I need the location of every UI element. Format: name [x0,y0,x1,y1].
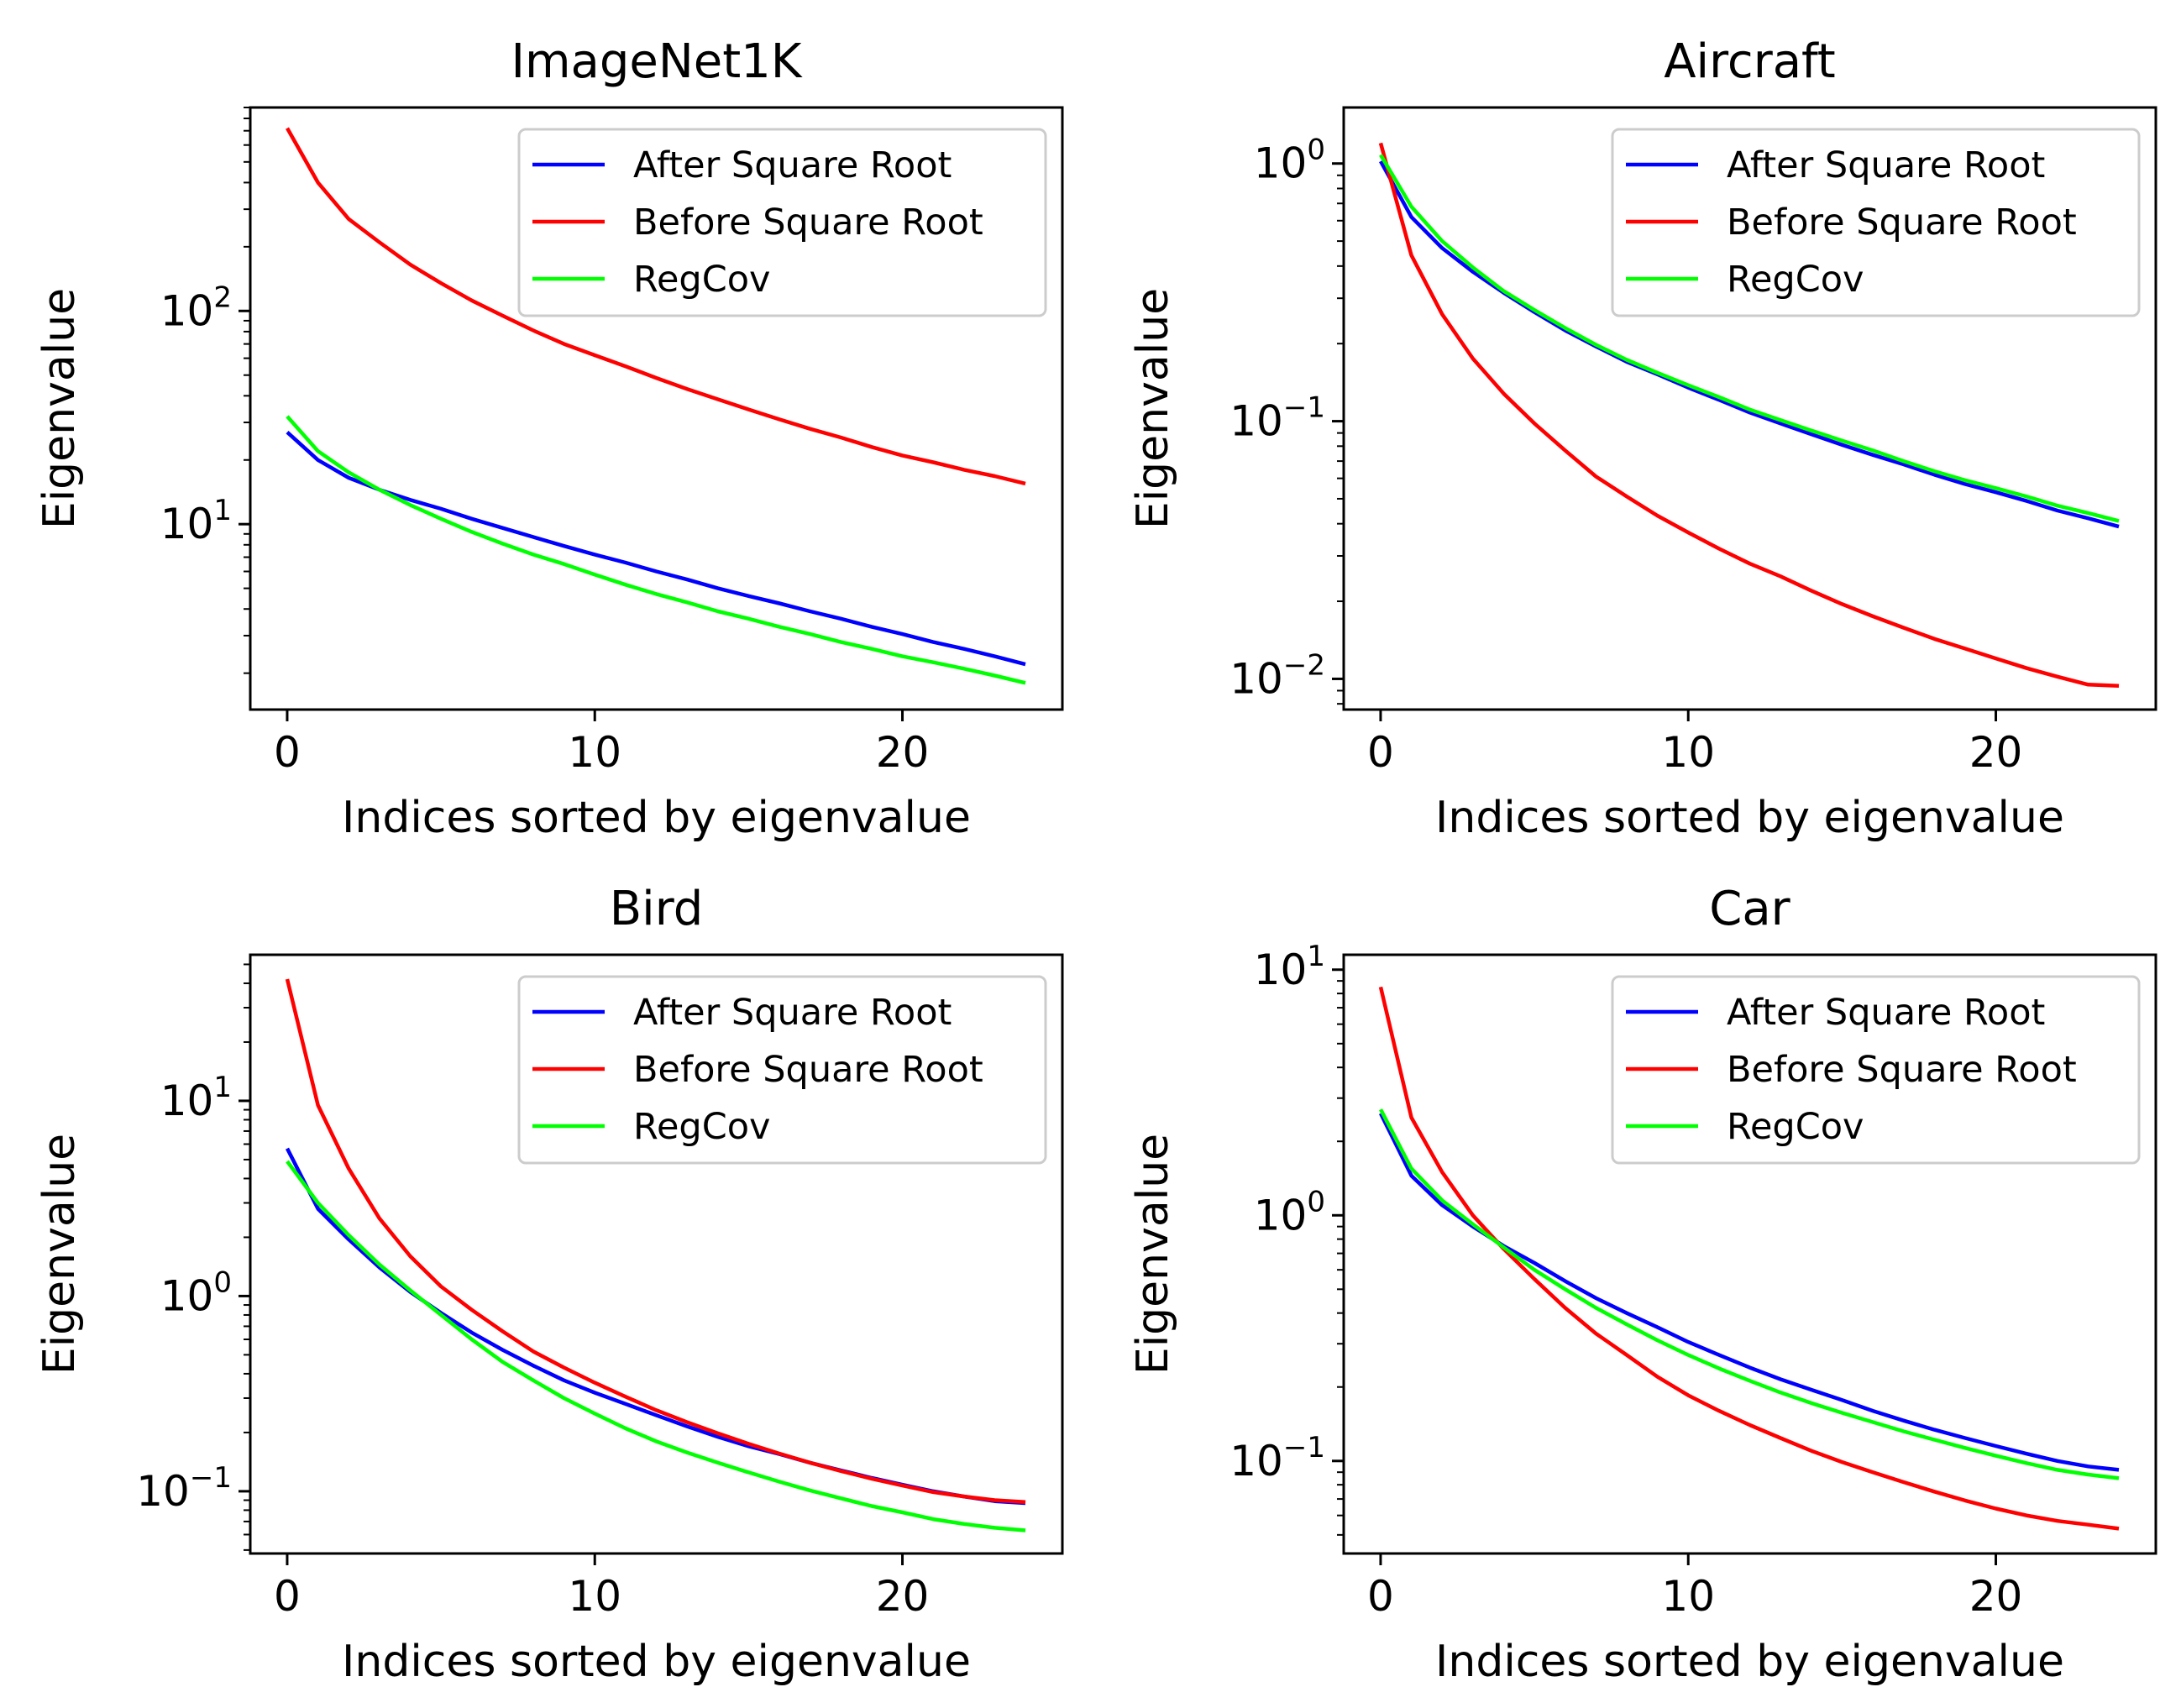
legend: After Square Root Before Square Root RegCo… [1611,128,2141,317]
y-tick-label: 100 [1254,134,1325,188]
series-line-before-square-root [1378,142,2120,688]
y-tick-label: 10−1 [1229,1431,1325,1485]
axes-frame [249,953,1064,1555]
y-tick-label: 101 [160,494,232,548]
y-axis-label: Eigenvalue [34,288,85,529]
series-line-after-square-root [285,1147,1026,1506]
legend-label-after-square-root: After Square Root [1727,992,2045,1034]
chart-title: ImageNet1K [511,34,802,89]
y-tick-label: 100 [160,1265,232,1320]
x-tick-label: 10 [568,728,621,777]
chart-title: Bird [610,882,704,936]
x-axis-label: Indices sorted by eigenvalue [1435,1637,2064,1687]
legend-label-before-square-root: Before Square Root [633,1049,983,1091]
chart-panel-car: 0 10 20 10−1 100 101 Car Indices sorted by eige… [1128,882,2157,1687]
legend-box [517,128,1047,317]
legend: After Square Root Before Square Root RegCo… [517,975,1047,1165]
chart-panel-imagenet1k: 0 10 20 101 102 ImageNet1K Indices sorted by e… [34,34,1064,843]
legend-label-after-square-root: After Square Root [633,144,952,186]
y-axis-label: Eigenvalue [34,1134,85,1375]
x-tick-label: 0 [274,1572,301,1621]
legend-label-after-square-root: After Square Root [1727,144,2045,186]
x-tick-label: 20 [1969,728,2023,777]
x-tick-label: 0 [1367,728,1394,777]
axes-frame [1342,106,2157,711]
x-tick-label: 0 [1367,1572,1394,1621]
legend-label-after-square-root: After Square Root [633,992,952,1034]
x-axis-label: Indices sorted by eigenvalue [342,1637,971,1687]
legend: After Square Root Before Square Root RegCo… [517,128,1047,317]
legend-label-regcov: RegCov [1727,1106,1864,1148]
series-line-regcov [286,415,1026,685]
x-tick-label: 10 [568,1572,621,1621]
chart-panel-bird: 0 10 20 10−1 100 101 Bird Indices sorted by eig… [34,882,1064,1687]
series-line-after-square-root [286,431,1026,667]
x-tick-label: 20 [876,1572,930,1621]
series-line-after-square-root [1378,1112,2120,1472]
series-line-regcov [1379,1108,2120,1480]
axes-frame [249,106,1064,711]
series-line-before-square-root [286,127,1026,486]
x-axis-label: Indices sorted by eigenvalue [1435,793,2064,843]
legend-label-before-square-root: Before Square Root [1727,202,2077,244]
series-line-regcov [1379,154,2120,523]
legend-label-before-square-root: Before Square Root [1727,1049,2077,1091]
y-tick-label: 10−1 [1229,391,1325,446]
legend-label-regcov: RegCov [1727,259,1864,301]
chart-title: Car [1709,882,1790,936]
legend: After Square Root Before Square Root RegCo… [1611,975,2141,1165]
x-tick-label: 20 [1969,1572,2023,1621]
x-tick-label: 20 [876,728,930,777]
chart-panel-aircraft: 0 10 20 10−2 10−1 100 Aircraft Indices sorted b… [1128,34,2157,843]
y-tick-label: 102 [160,280,232,335]
legend-box [1611,975,2141,1165]
x-tick-label: 0 [274,728,301,777]
y-axis-label: Eigenvalue [1128,288,1178,529]
x-axis-label: Indices sorted by eigenvalue [342,793,971,843]
legend-label-before-square-root: Before Square Root [633,202,983,244]
x-tick-label: 10 [1661,728,1715,777]
legend-box [1611,128,2141,317]
y-tick-label: 10−2 [1229,648,1325,703]
y-tick-label: 101 [1254,940,1325,994]
legend-label-regcov: RegCov [633,259,770,301]
series-line-before-square-root [285,978,1026,1505]
legend-label-regcov: RegCov [633,1106,770,1148]
series-line-regcov [286,1160,1026,1532]
y-tick-label: 10−1 [136,1461,232,1516]
chart-title: Aircraft [1664,34,1835,89]
x-tick-label: 10 [1661,1572,1715,1621]
legend-box [517,975,1047,1165]
y-axis-label: Eigenvalue [1128,1134,1178,1375]
y-tick-label: 100 [1254,1185,1325,1239]
y-tick-label: 101 [160,1071,232,1125]
